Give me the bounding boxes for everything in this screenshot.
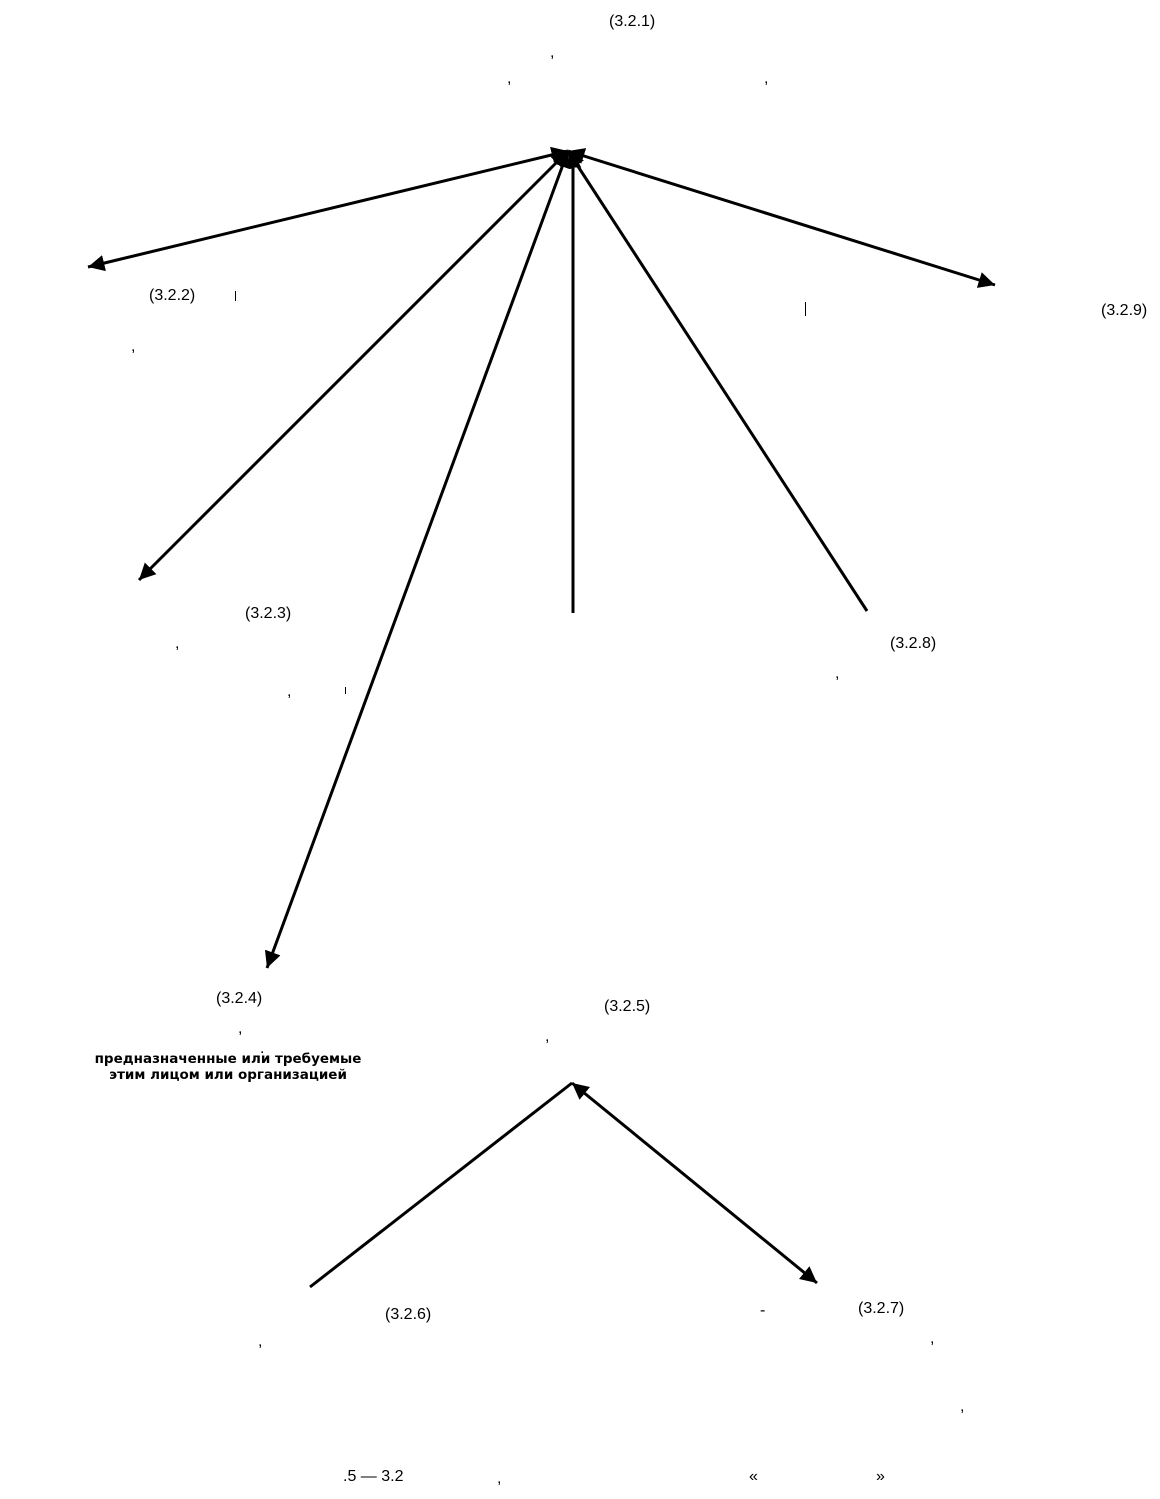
figure-caption: .5 — 3.2 (343, 1468, 404, 1485)
comma-mark: , (545, 1028, 550, 1045)
note-text: предназначенные или требуемые этим лицом… (28, 1051, 428, 1083)
comma-mark: , (258, 1333, 263, 1350)
arrow-hub-to-3-2-4 (264, 150, 571, 969)
arrow-apex-to-3-2-7 (571, 1081, 818, 1285)
quote-open: « (749, 1468, 758, 1485)
separator-tick (345, 687, 346, 694)
ref-3-2-6: (3.2.6) (385, 1306, 432, 1323)
separator-tick (235, 291, 236, 301)
ref-3-2-8: (3.2.8) (890, 635, 937, 652)
comma-mark: , (835, 665, 840, 682)
comma-mark: , (507, 70, 512, 87)
ref-3-2-7: (3.2.7) (858, 1300, 905, 1317)
note-line-1: предназначенные или требуемые (94, 1051, 362, 1067)
ref-3-2-4: (3.2.4) (216, 990, 263, 1007)
comma-mark: , (287, 683, 292, 700)
line-3-2-6-to-apex (309, 1081, 573, 1289)
comma-mark: , (175, 635, 180, 652)
ref-3-2-3: (3.2.3) (245, 605, 292, 622)
ref-3-2-1: (3.2.1) (609, 13, 656, 30)
ref-3-2-9: (3.2.9) (1101, 302, 1148, 319)
comma-mark: , (960, 1398, 965, 1415)
arrow-hub-to-3-2-3 (137, 149, 570, 582)
dash-mark: - (760, 1302, 766, 1319)
arrow-hub-to-3-2-2 (87, 146, 569, 272)
comma-mark: , (238, 1020, 243, 1037)
period-mark: . (260, 1040, 265, 1057)
comma-mark: , (550, 44, 555, 61)
comma-mark: , (930, 1330, 935, 1347)
arrow-3-2-8-to-hub (566, 150, 869, 612)
comma-mark: , (131, 338, 136, 355)
note-line-2: этим лицом или организацией (109, 1067, 347, 1083)
ref-3-2-2: (3.2.2) (149, 287, 196, 304)
arrow-hub-to-3-2-9 (567, 148, 996, 288)
quote-close: » (876, 1468, 885, 1485)
caption-comma: , (497, 1470, 502, 1487)
separator-tick (805, 302, 806, 316)
comma-mark: , (764, 70, 769, 87)
ref-3-2-5: (3.2.5) (604, 998, 651, 1015)
